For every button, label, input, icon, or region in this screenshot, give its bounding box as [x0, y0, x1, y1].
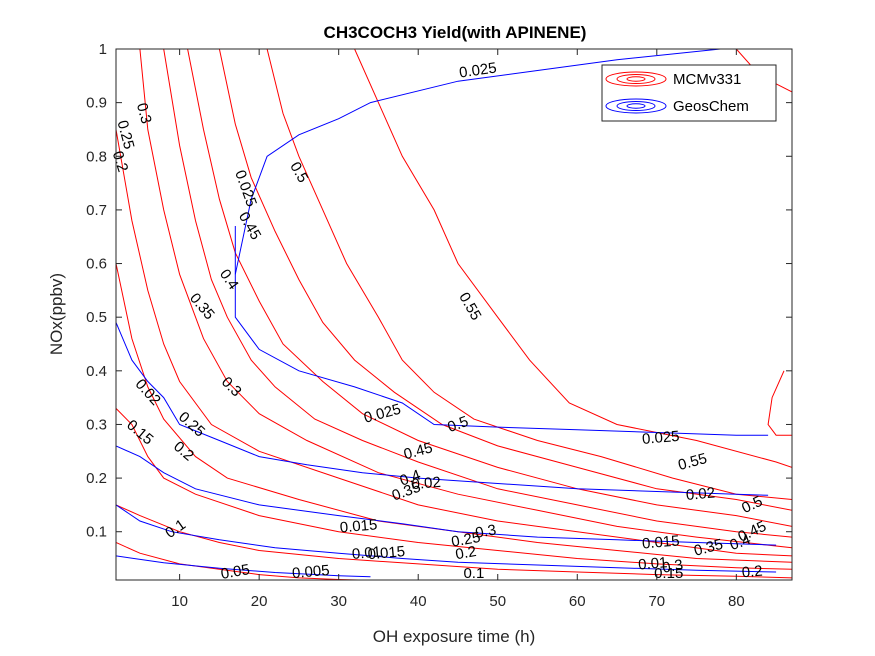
contour-label-0: 0.025: [458, 59, 498, 81]
x-tick-label-0: 10: [171, 593, 188, 610]
contour-label-32: 0.4: [728, 531, 753, 554]
mcm-contour-9: [266, 49, 792, 500]
contour-lines: [116, 49, 792, 580]
y-tick-label-4: 0.5: [86, 309, 107, 326]
contour-label-39: 0.005: [291, 562, 330, 582]
legend-label-mcm: MCMv331: [673, 71, 741, 88]
contour-label-29: 0.2: [454, 543, 477, 563]
contour-label-13: 0.5: [445, 413, 470, 436]
geoschem-contour-1: [116, 504, 777, 573]
mcm-contour-12: [767, 370, 792, 436]
contour-label-18: 0.025: [641, 428, 680, 448]
contour-label-17: 0.45: [402, 439, 435, 463]
geoschem-contour-5: [234, 49, 721, 275]
contour-label-27: 0.3: [474, 522, 497, 542]
contour-label-31: 0.015: [641, 532, 680, 552]
y-tick-label-6: 0.7: [86, 202, 107, 219]
legend-label-geoschem: GeosChem: [673, 98, 749, 115]
plot-box: [115, 48, 793, 581]
contour-label-28: 0.25: [450, 529, 482, 551]
legend: MCMv331 GeosChem: [601, 64, 777, 122]
contour-label-36: 0.01: [638, 554, 669, 573]
x-tick-label-1: 20: [251, 593, 268, 610]
contour-label-42: 0.2: [741, 563, 763, 582]
geoschem-contour-0: [116, 555, 371, 578]
contour-label-35: 0.015: [367, 543, 406, 563]
mcm-contour-10: [354, 49, 792, 468]
mcm-contour-6: [163, 49, 792, 538]
x-tick-label-2: 30: [330, 593, 347, 610]
contour-label-37: 0.3: [661, 556, 684, 576]
contour-label-40: 0.1: [463, 565, 484, 582]
x-tick-label-6: 70: [648, 593, 665, 610]
contour-label-19: 0.55: [676, 450, 709, 474]
y-tick-label-2: 0.3: [86, 416, 107, 433]
x-tick-label-3: 40: [410, 593, 427, 610]
contour-label-41: 0.15: [654, 565, 683, 582]
y-tick-label-8: 0.9: [86, 95, 107, 112]
contour-label-26: 0.015: [339, 516, 378, 536]
mcm-contour-5: [139, 49, 792, 549]
geoschem-contour-3: [116, 322, 769, 496]
geoschem-contour-2: [116, 445, 777, 546]
y-tick-label-3: 0.4: [86, 363, 107, 380]
axis-ticks: 10 20 30 40 50 60 70 800.10.20.30.40.50.60.70.8…: [86, 41, 792, 610]
mcm-contour-1: [116, 504, 792, 579]
x-tick-label-5: 60: [569, 593, 586, 610]
mcm-contour-7: [187, 49, 792, 527]
mcm-contour-2: [116, 408, 792, 570]
mcm-contour-3: [116, 263, 792, 563]
mcm-contour-8: [218, 49, 792, 511]
x-axis-label: OH exposure time (h): [373, 627, 536, 646]
y-axis-label: NOx(ppbv): [47, 273, 66, 355]
contour-label-2: 0.25: [114, 118, 138, 151]
contour-label-22: 0.02: [411, 474, 442, 493]
x-tick-label-7: 80: [728, 593, 745, 610]
legend-swatch-geoschem: [605, 98, 667, 114]
chart-title: CH3COCH3 Yield(with APINENE): [324, 23, 587, 42]
contour-label-34: 0.01: [351, 543, 382, 562]
geoschem-contour-4: [234, 226, 769, 436]
y-tick-label-9: 1: [99, 41, 107, 58]
contour-label-38: 0.05: [219, 561, 251, 583]
x-tick-label-4: 50: [489, 593, 506, 610]
y-tick-label-0: 0.1: [86, 524, 107, 541]
contour-label-33: 0.35: [692, 536, 725, 560]
legend-swatch-mcm: [605, 71, 667, 87]
contour-label-3: 0.2: [109, 149, 132, 174]
mcm-contour-0: [116, 542, 379, 580]
y-tick-label-5: 0.6: [86, 256, 107, 273]
contour-label-1: 0.3: [133, 101, 155, 126]
y-tick-label-1: 0.2: [86, 470, 107, 487]
y-tick-label-7: 0.8: [86, 148, 107, 165]
contour-label-23: 0.02: [685, 484, 716, 503]
contour-label-20: 0.4: [398, 467, 423, 490]
